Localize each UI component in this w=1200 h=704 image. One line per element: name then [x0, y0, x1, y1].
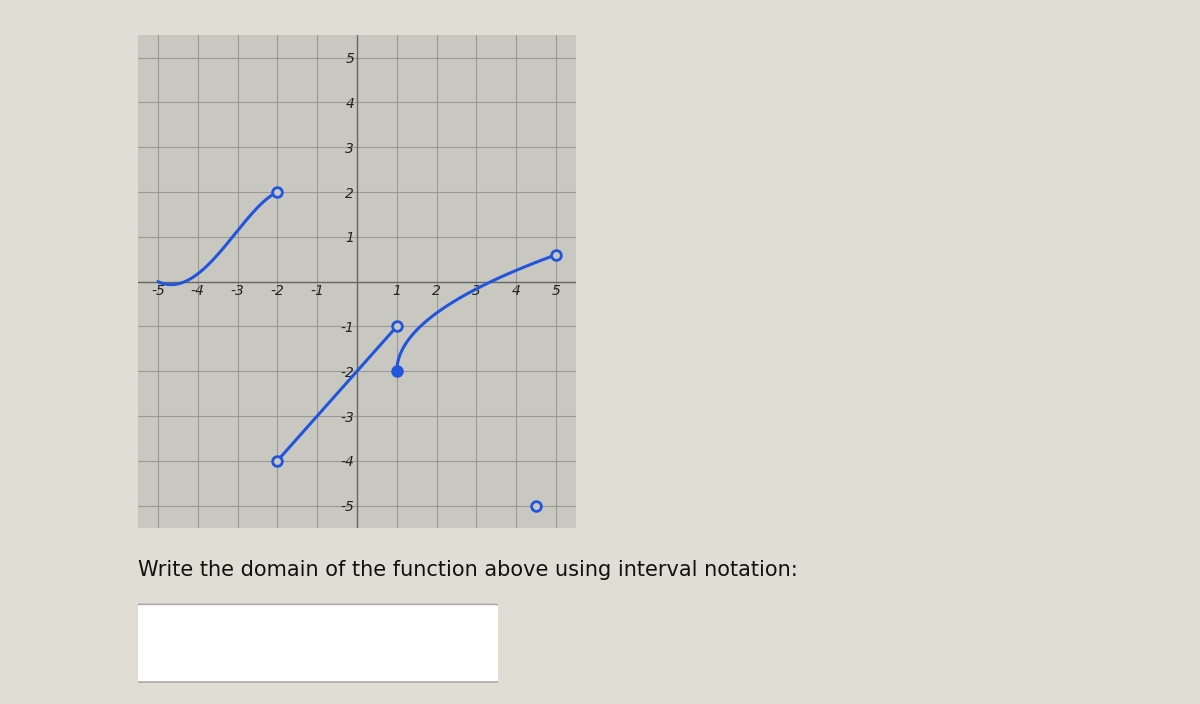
FancyBboxPatch shape [127, 604, 505, 682]
Text: Write the domain of the function above using interval notation:: Write the domain of the function above u… [138, 560, 798, 579]
